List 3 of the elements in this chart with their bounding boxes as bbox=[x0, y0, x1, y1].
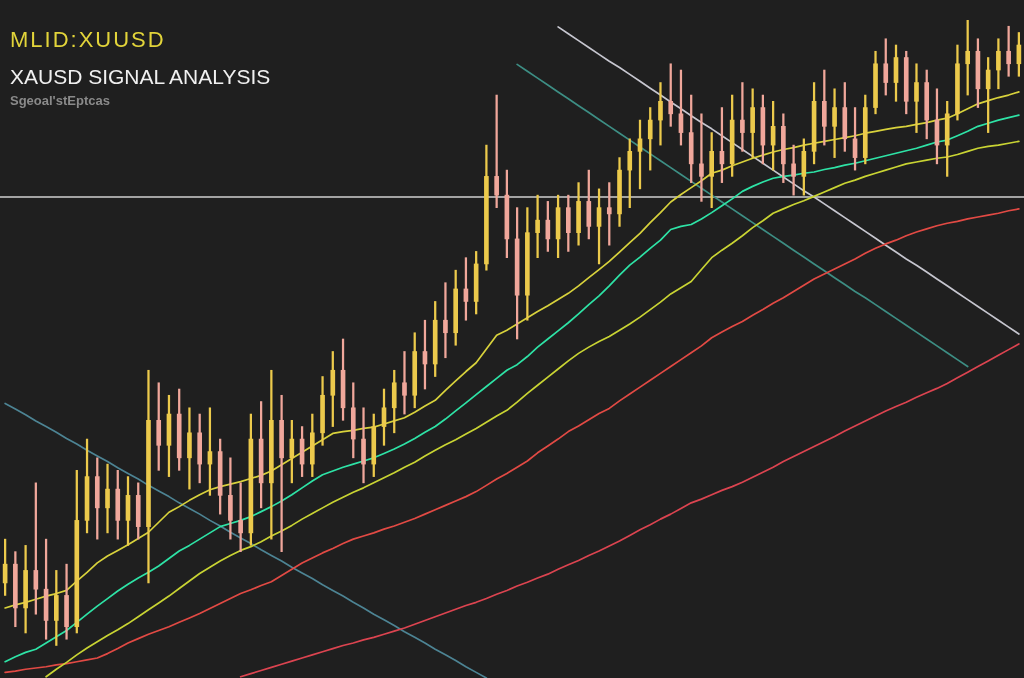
text: XAUSD SIGNAL ANALYSIS bbox=[10, 65, 271, 88]
text: Sgeoal'stEptcas bbox=[10, 93, 111, 108]
annotation: MLID:XUUSD bbox=[10, 27, 167, 52]
